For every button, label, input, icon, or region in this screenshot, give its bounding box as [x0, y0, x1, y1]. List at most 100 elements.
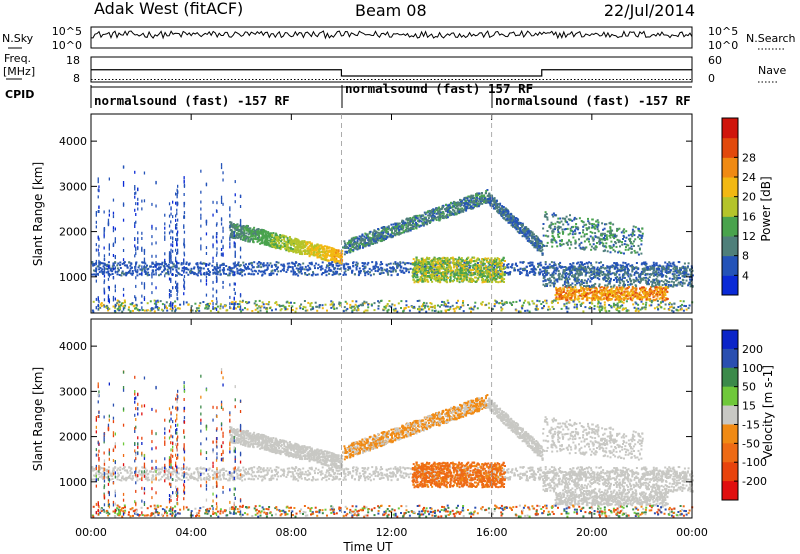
data-cell: [93, 262, 96, 265]
data-cell: [644, 264, 647, 267]
data-cell: [329, 258, 332, 261]
data-cell: [537, 264, 540, 267]
data-cell: [487, 201, 490, 204]
data-cell: [501, 258, 504, 261]
data-cell: [317, 263, 320, 266]
data-cell: [464, 205, 467, 208]
data-cell: [608, 267, 611, 270]
data-cell: [529, 261, 532, 264]
data-cell: [214, 268, 217, 271]
data-cell: [487, 194, 490, 197]
data-cell: [626, 298, 629, 300]
data-cell: [575, 267, 577, 270]
data-cell: [420, 224, 423, 227]
data-cell: [306, 274, 309, 276]
data-cell: [541, 253, 544, 256]
data-cell: [315, 249, 318, 252]
data-cell: [528, 239, 531, 242]
data-cell: [128, 269, 131, 272]
nave-label: Nave: [758, 64, 786, 77]
data-cell: [100, 262, 103, 265]
data-cell: [253, 269, 256, 272]
data-cell: [416, 276, 419, 279]
data-cell: [250, 238, 253, 241]
data-cell: [401, 269, 404, 272]
data-cell: [364, 245, 367, 248]
data-cell: [271, 243, 274, 246]
data-cell: [559, 290, 562, 293]
data-cell: [331, 258, 334, 261]
data-cell: [487, 257, 490, 260]
data-cell: [489, 266, 492, 268]
data-cell: [460, 257, 463, 260]
data-cell: [263, 241, 266, 244]
data-cell: [590, 267, 593, 270]
data-cell: [286, 237, 289, 240]
data-cell: [144, 262, 147, 265]
data-cell: [613, 290, 616, 292]
data-cell: [398, 225, 401, 228]
data-cell: [248, 232, 251, 235]
data-cell: [687, 265, 689, 268]
data-cell: [516, 225, 519, 228]
data-cell: [240, 226, 243, 229]
data-cell: [421, 269, 424, 272]
data-cell: [489, 260, 491, 263]
data-cell: [325, 266, 328, 269]
data-cell: [460, 203, 463, 206]
data-cell: [636, 292, 639, 295]
data-cell: [425, 269, 428, 272]
data-cell: [370, 269, 373, 272]
data-cell: [628, 291, 631, 294]
data-cell: [458, 203, 461, 206]
data-cell: [242, 238, 244, 241]
data-cell: [434, 217, 436, 220]
data-cell: [299, 266, 302, 269]
data-cell: [237, 232, 239, 235]
data-cell: [331, 255, 334, 257]
data-cell: [332, 258, 335, 261]
data-cell: [459, 258, 462, 261]
data-cell: [475, 193, 478, 196]
data-cell: [326, 252, 329, 255]
data-cell: [300, 272, 303, 275]
data-cell: [193, 266, 196, 269]
data-cell: [275, 261, 278, 264]
data-cell: [440, 263, 443, 266]
data-cell: [231, 270, 234, 273]
data-cell: [445, 273, 448, 276]
data-cell: [513, 267, 516, 270]
data-cell: [658, 290, 660, 293]
data-cell: [667, 264, 670, 267]
data-cell: [269, 238, 272, 241]
data-cell: [463, 263, 466, 266]
data-cell: [503, 274, 506, 277]
data-cell: [519, 229, 522, 232]
data-cell: [137, 266, 140, 269]
data-cell: [548, 263, 551, 266]
data-cell: [463, 275, 466, 278]
data-cell: [449, 269, 452, 272]
data-cell: [425, 262, 428, 265]
data-cell: [470, 194, 473, 197]
data-cell: [507, 210, 510, 213]
data-cell: [347, 268, 350, 271]
data-cell: [576, 272, 579, 275]
data-cell: [257, 230, 260, 233]
data-cell: [447, 207, 450, 210]
data-cell: [321, 261, 324, 264]
data-cell: [491, 261, 494, 263]
data-cell: [465, 205, 468, 208]
data-cell: [536, 240, 539, 243]
data-cell: [506, 213, 509, 216]
data-cell: [262, 265, 265, 268]
data-cell: [461, 201, 464, 204]
data-cell: [193, 272, 196, 275]
data-cell: [302, 242, 304, 245]
data-cell: [258, 269, 261, 272]
data-cell: [129, 267, 132, 270]
data-cell: [476, 265, 479, 267]
data-cell: [514, 218, 517, 221]
data-cell: [277, 270, 280, 273]
data-cell: [227, 266, 230, 269]
